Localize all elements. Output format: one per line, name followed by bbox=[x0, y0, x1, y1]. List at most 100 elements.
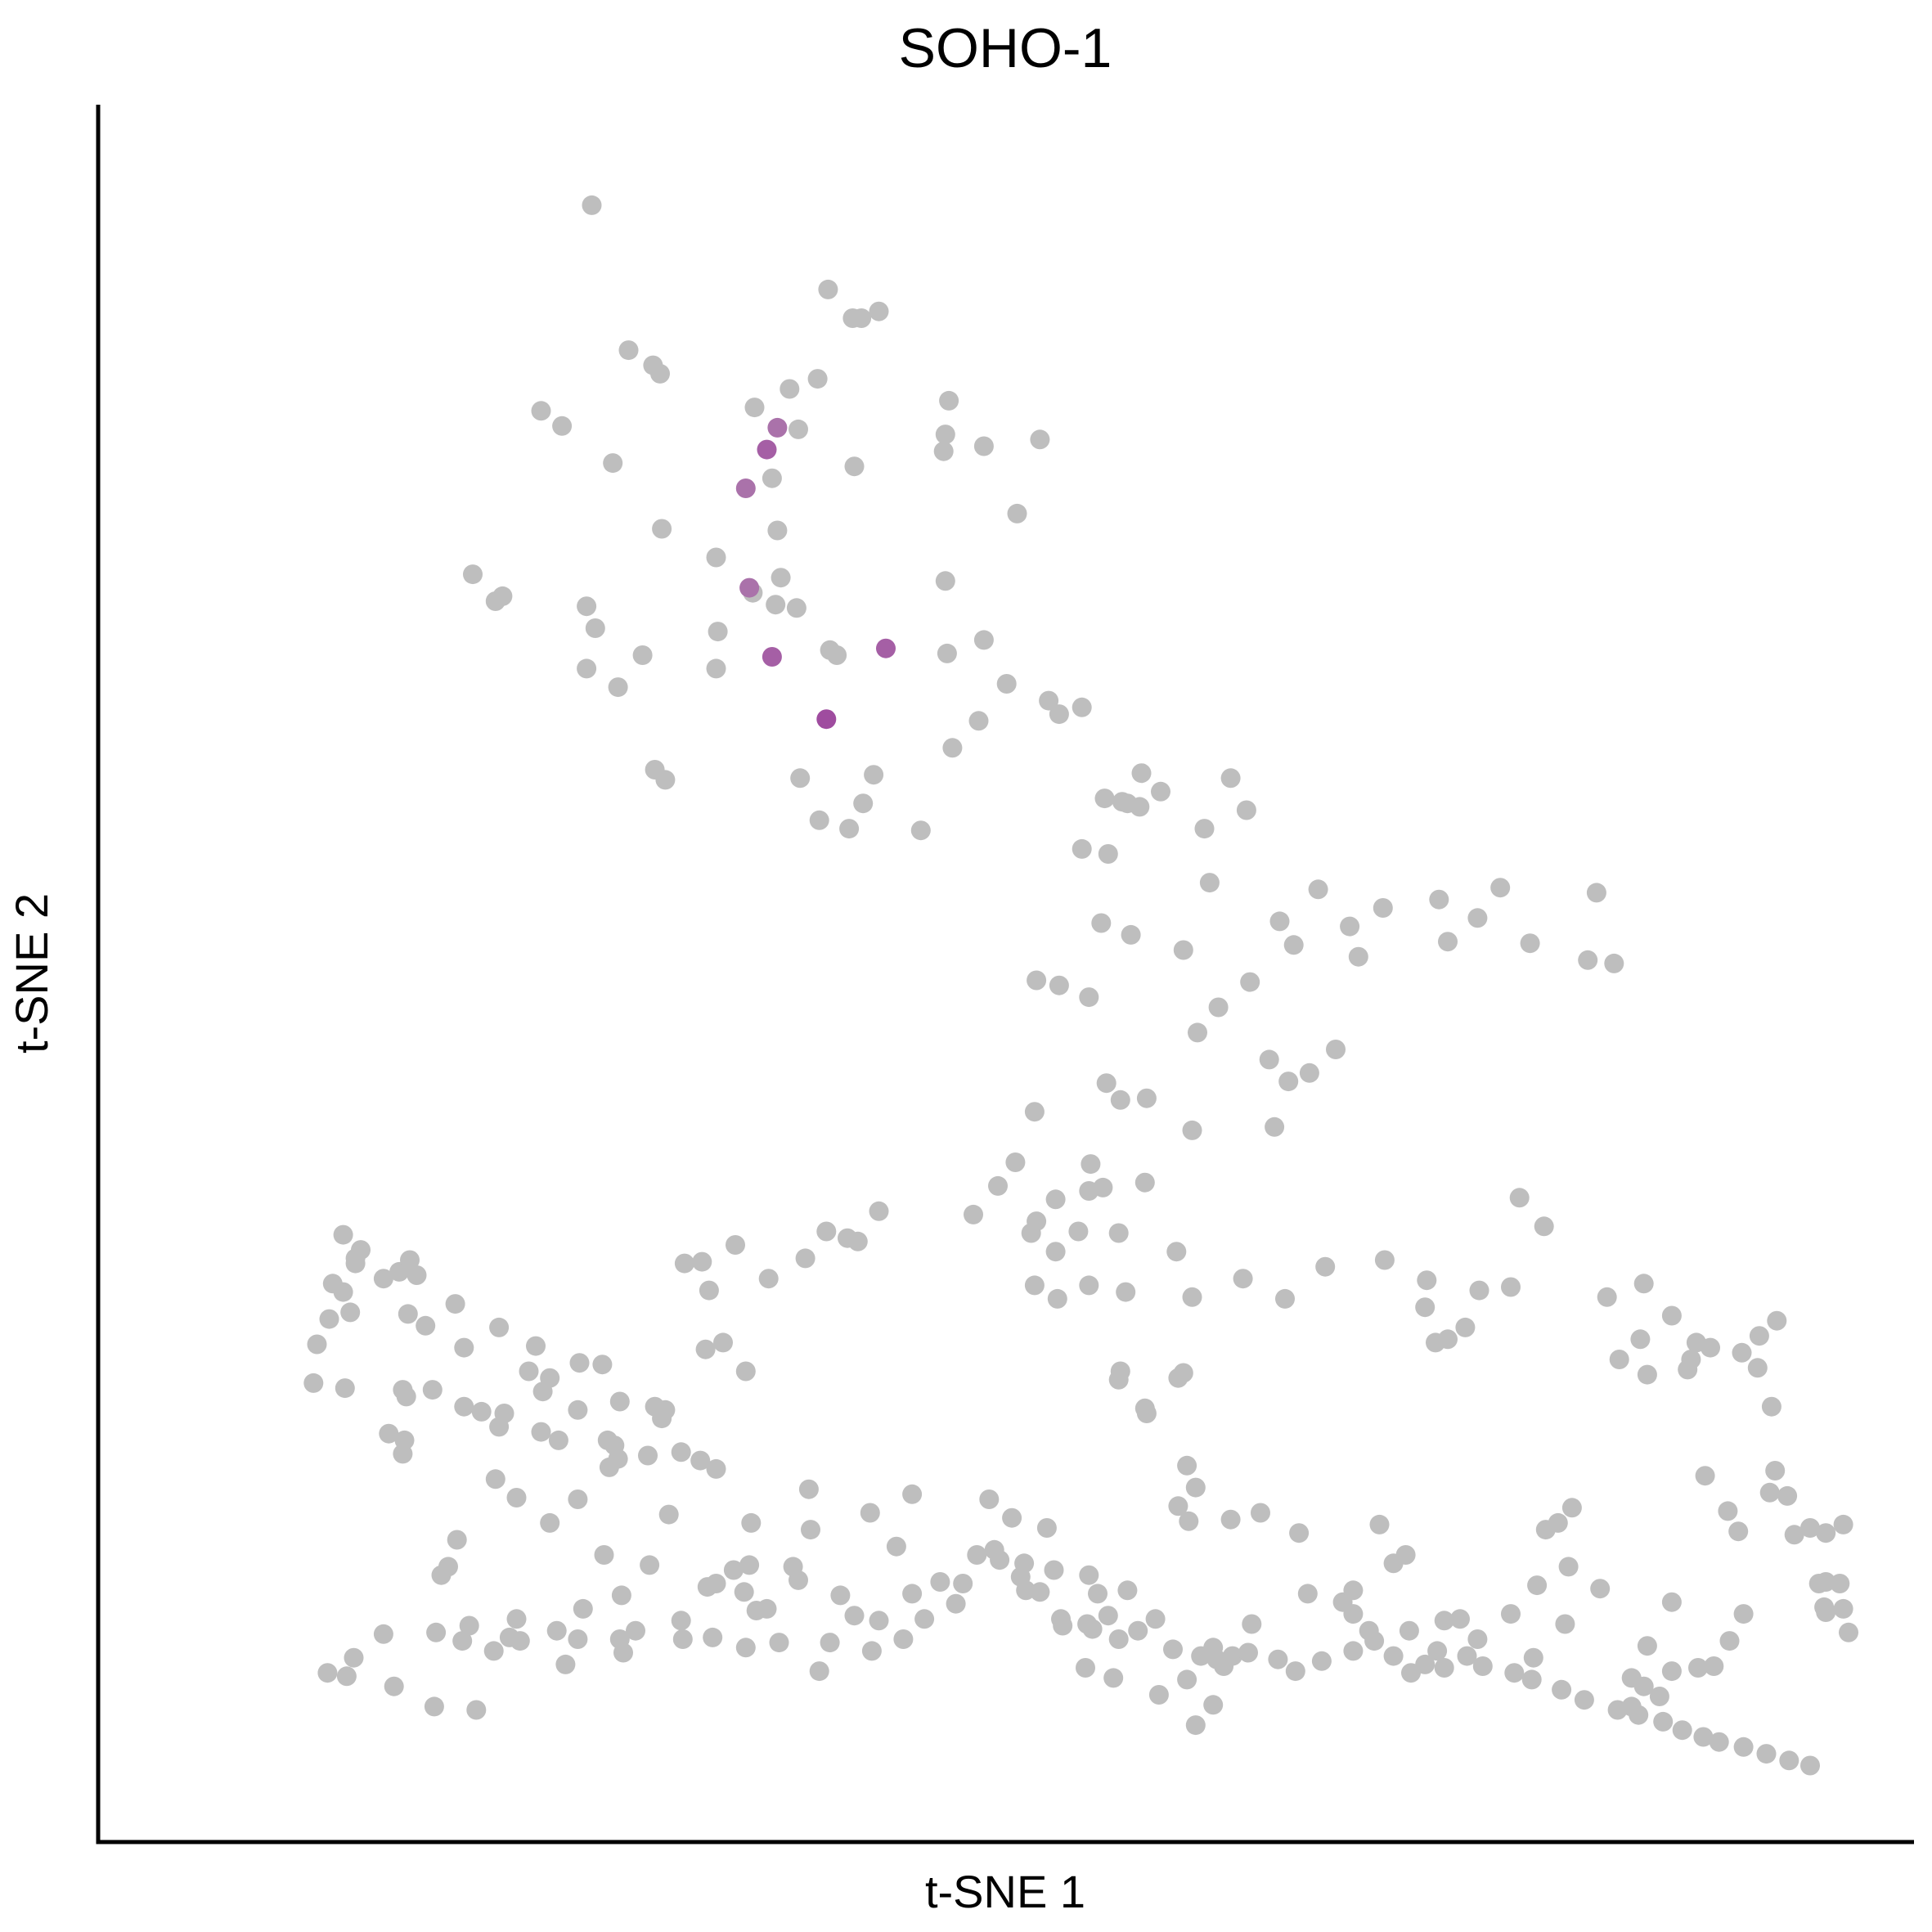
scatter-point bbox=[599, 1457, 619, 1477]
scatter-point bbox=[708, 622, 728, 642]
scatter-point bbox=[1523, 1647, 1543, 1668]
scatter-point bbox=[463, 564, 483, 585]
scatter-point bbox=[820, 640, 840, 660]
scatter-point bbox=[1661, 1305, 1682, 1326]
scatter-point bbox=[1240, 972, 1260, 992]
scatter-point bbox=[847, 1231, 868, 1251]
scatter-point bbox=[1117, 1580, 1138, 1601]
scatter-point bbox=[1374, 1250, 1395, 1270]
scatter-point bbox=[431, 1565, 452, 1585]
scatter-point bbox=[1653, 1711, 1674, 1732]
scatter-point bbox=[609, 1629, 630, 1649]
scatter-point bbox=[1108, 1629, 1129, 1649]
scatter-point bbox=[937, 643, 957, 663]
scatter-point bbox=[1079, 1565, 1099, 1585]
scatter-point bbox=[930, 1572, 950, 1592]
scatter-point bbox=[1490, 878, 1511, 898]
scatter-point bbox=[1521, 1669, 1542, 1690]
scatter-point bbox=[807, 369, 828, 389]
scatter-point bbox=[1173, 1363, 1193, 1383]
scatter-point bbox=[426, 1622, 447, 1642]
scatter-point bbox=[703, 1627, 723, 1647]
scatter-point bbox=[713, 1332, 733, 1353]
scatter-point bbox=[1469, 1280, 1489, 1301]
scatter-point bbox=[1383, 1553, 1404, 1574]
scatter-point bbox=[789, 419, 808, 439]
scatter-point bbox=[1501, 1277, 1521, 1297]
scatter-point bbox=[690, 1450, 711, 1471]
scatter-point bbox=[726, 1235, 745, 1255]
scatter-point bbox=[1759, 1482, 1780, 1503]
scatter-point bbox=[603, 453, 623, 474]
scatter-point bbox=[1693, 1727, 1714, 1747]
scatter-point bbox=[706, 658, 726, 679]
scatter-point bbox=[1383, 1646, 1404, 1666]
scatter-point bbox=[1578, 950, 1598, 970]
scatter-point bbox=[801, 1520, 820, 1540]
scatter-point bbox=[671, 1611, 691, 1631]
scatter-point bbox=[1719, 1631, 1740, 1651]
scatter-point bbox=[1800, 1518, 1820, 1538]
scatter-point bbox=[1426, 1332, 1445, 1353]
scatter-point bbox=[1265, 1117, 1285, 1137]
scatter-point bbox=[979, 1489, 1000, 1509]
scatter-point bbox=[1574, 1690, 1594, 1710]
scatter-point bbox=[1434, 1611, 1454, 1631]
scatter-point bbox=[1259, 1049, 1279, 1070]
data-points bbox=[303, 195, 1858, 1776]
scatter-point bbox=[1833, 1598, 1853, 1619]
scatter-point bbox=[555, 1654, 576, 1674]
scatter-point bbox=[816, 1221, 837, 1242]
scatter-point bbox=[853, 793, 874, 814]
scatter-point bbox=[876, 638, 896, 658]
scatter-point bbox=[935, 571, 955, 591]
scatter-point bbox=[333, 1224, 353, 1245]
scatter-point bbox=[1036, 1518, 1057, 1538]
scatter-point bbox=[1649, 1687, 1669, 1706]
scatter-point bbox=[1014, 1553, 1035, 1574]
scatter-point bbox=[914, 1609, 935, 1629]
scatter-point bbox=[996, 674, 1017, 694]
scatter-point bbox=[1415, 1654, 1436, 1674]
scatter-point bbox=[398, 1304, 418, 1324]
scatter-point bbox=[1110, 1090, 1130, 1110]
scatter-point bbox=[1661, 1661, 1682, 1682]
scatter-point bbox=[454, 1337, 474, 1358]
scatter-point bbox=[1185, 1477, 1206, 1498]
scatter-point bbox=[1311, 1651, 1332, 1671]
scatter-point bbox=[697, 1577, 717, 1597]
x-axis-label: t-SNE 1 bbox=[925, 1866, 1085, 1917]
scatter-point bbox=[1177, 1669, 1197, 1690]
scatter-point bbox=[706, 1458, 726, 1479]
scatter-point bbox=[594, 1545, 614, 1565]
scatter-point bbox=[1203, 1695, 1224, 1715]
scatter-point bbox=[1415, 1297, 1436, 1318]
scatter-point bbox=[1590, 1579, 1611, 1599]
scatter-point bbox=[400, 1250, 420, 1270]
scatter-point bbox=[869, 1611, 889, 1631]
scatter-point bbox=[1688, 1658, 1708, 1678]
scatter-point bbox=[340, 1302, 361, 1323]
scatter-point bbox=[1203, 1638, 1224, 1658]
scatter-point bbox=[1027, 1211, 1047, 1232]
scatter-point bbox=[1417, 1270, 1437, 1291]
scatter-point bbox=[1177, 1455, 1197, 1476]
scatter-point bbox=[869, 301, 889, 321]
scatter-point bbox=[531, 1422, 551, 1442]
scatter-point bbox=[739, 1555, 760, 1575]
scatter-point bbox=[1552, 1679, 1572, 1700]
scatter-point bbox=[1136, 1088, 1157, 1108]
scatter-point bbox=[816, 709, 837, 730]
scatter-point bbox=[1681, 1350, 1701, 1369]
scatter-point bbox=[1242, 1614, 1262, 1634]
scatter-point bbox=[319, 1309, 339, 1329]
scatter-point bbox=[1185, 1715, 1206, 1736]
scatter-point bbox=[1779, 1750, 1799, 1771]
scatter-point bbox=[766, 595, 786, 615]
scatter-point bbox=[671, 1442, 691, 1462]
scatter-point bbox=[1044, 1560, 1064, 1580]
scatter-point bbox=[1030, 429, 1050, 450]
scatter-point bbox=[1238, 1642, 1258, 1663]
scatter-point bbox=[454, 1396, 474, 1417]
scatter-point bbox=[379, 1423, 399, 1444]
